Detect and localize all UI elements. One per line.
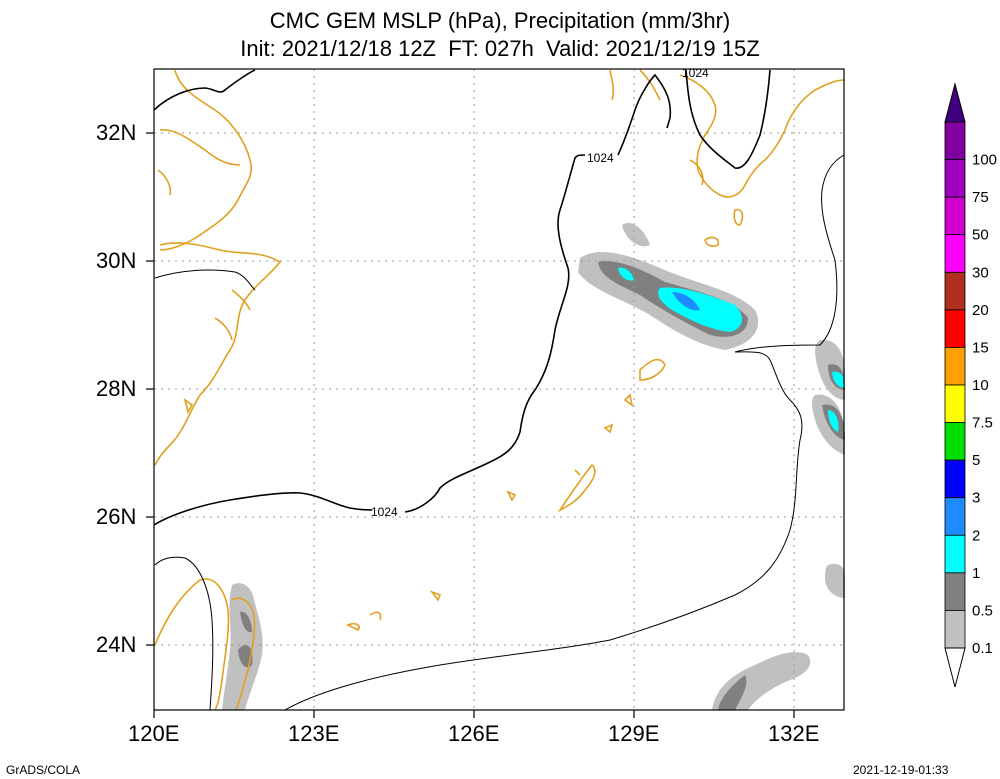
colorbar-label: 1: [972, 565, 980, 582]
colorbar-label: 30: [972, 264, 989, 281]
precip-heavy-west: [618, 267, 634, 281]
x-tick-label: 126E: [448, 721, 500, 746]
precip-core-south: [718, 675, 747, 710]
colorbar: [944, 82, 966, 688]
precip-heavy-east1: [832, 371, 845, 388]
colorbar-swatch: [944, 159, 966, 198]
graticule: [154, 69, 844, 710]
colorbar-swatch: [944, 347, 966, 386]
y-tick-label: 32N: [96, 120, 137, 145]
colorbar-swatch: [944, 422, 966, 461]
colorbar-swatch: [944, 534, 966, 574]
map-title: CMC GEM MSLP (hPa), Precipitation (mm/3h…: [269, 8, 731, 33]
precip-heavy-east2: [828, 410, 839, 432]
precip-area-east3: [825, 563, 845, 598]
colorbar-label: 75: [972, 189, 989, 206]
colorbar-swatch: [944, 309, 966, 348]
precip-area-north: [622, 222, 650, 247]
colorbar-label: 100: [972, 152, 997, 169]
colorbar-label: 10: [972, 377, 989, 394]
x-tick-label: 120E: [128, 721, 180, 746]
colorbar-swatch: [944, 384, 966, 423]
colorbar-swatch: [944, 121, 966, 160]
precip-shading: [222, 222, 845, 710]
colorbar-swatch: [944, 234, 966, 273]
colorbar-label: 2: [972, 527, 980, 544]
isobar-label: 1024: [682, 66, 709, 80]
colorbar-swatch: [944, 459, 966, 499]
coastlines: [154, 69, 845, 711]
colorbar-swatch: [944, 196, 966, 236]
precip-core-taiwan: [240, 611, 252, 633]
colorbar-swatch: [944, 497, 966, 536]
colorbar-label: 3: [972, 490, 980, 507]
colorbar-label: 0.1: [972, 640, 993, 657]
x-tick-label: 123E: [288, 721, 340, 746]
colorbar-label: 15: [972, 339, 989, 356]
isobars: [153, 69, 771, 526]
colorbar-swatch: [944, 271, 966, 311]
x-tick-label: 132E: [768, 721, 820, 746]
x-tick-label: 129E: [608, 721, 660, 746]
y-tick-label: 30N: [96, 248, 137, 273]
isobar-label: 1024: [371, 505, 398, 519]
isobar-1024-main: [153, 73, 672, 526]
y-tick-label: 24N: [96, 632, 137, 657]
map-subtitle: Init: 2021/12/18 12Z FT: 027h Valid: 202…: [240, 36, 760, 61]
y-tick-label: 26N: [96, 504, 137, 529]
colorbar-top-arrow: [944, 82, 966, 123]
axis-ticks: [146, 132, 795, 718]
footer-timestamp: 2021-12-19-01:33: [853, 763, 949, 777]
colorbar-bottom-arrow: [944, 647, 966, 688]
colorbar-swatch: [944, 572, 966, 611]
colorbar-swatch: [944, 610, 966, 649]
footer-credit: GrADS/COLA: [6, 763, 81, 777]
colorbar-label: 7.5: [972, 415, 993, 432]
isobar-1024-north: [153, 69, 256, 111]
colorbar-label: 50: [972, 227, 989, 244]
y-tick-label: 28N: [96, 376, 137, 401]
boundaries: [154, 154, 845, 711]
colorbar-label: 20: [972, 302, 989, 319]
colorbar-label: 5: [972, 452, 980, 469]
isobar-1024-ne: [685, 69, 771, 169]
colorbar-label: 0.5: [972, 602, 993, 619]
precip-max-main: [672, 292, 700, 311]
isobar-label: 1024: [587, 151, 614, 165]
